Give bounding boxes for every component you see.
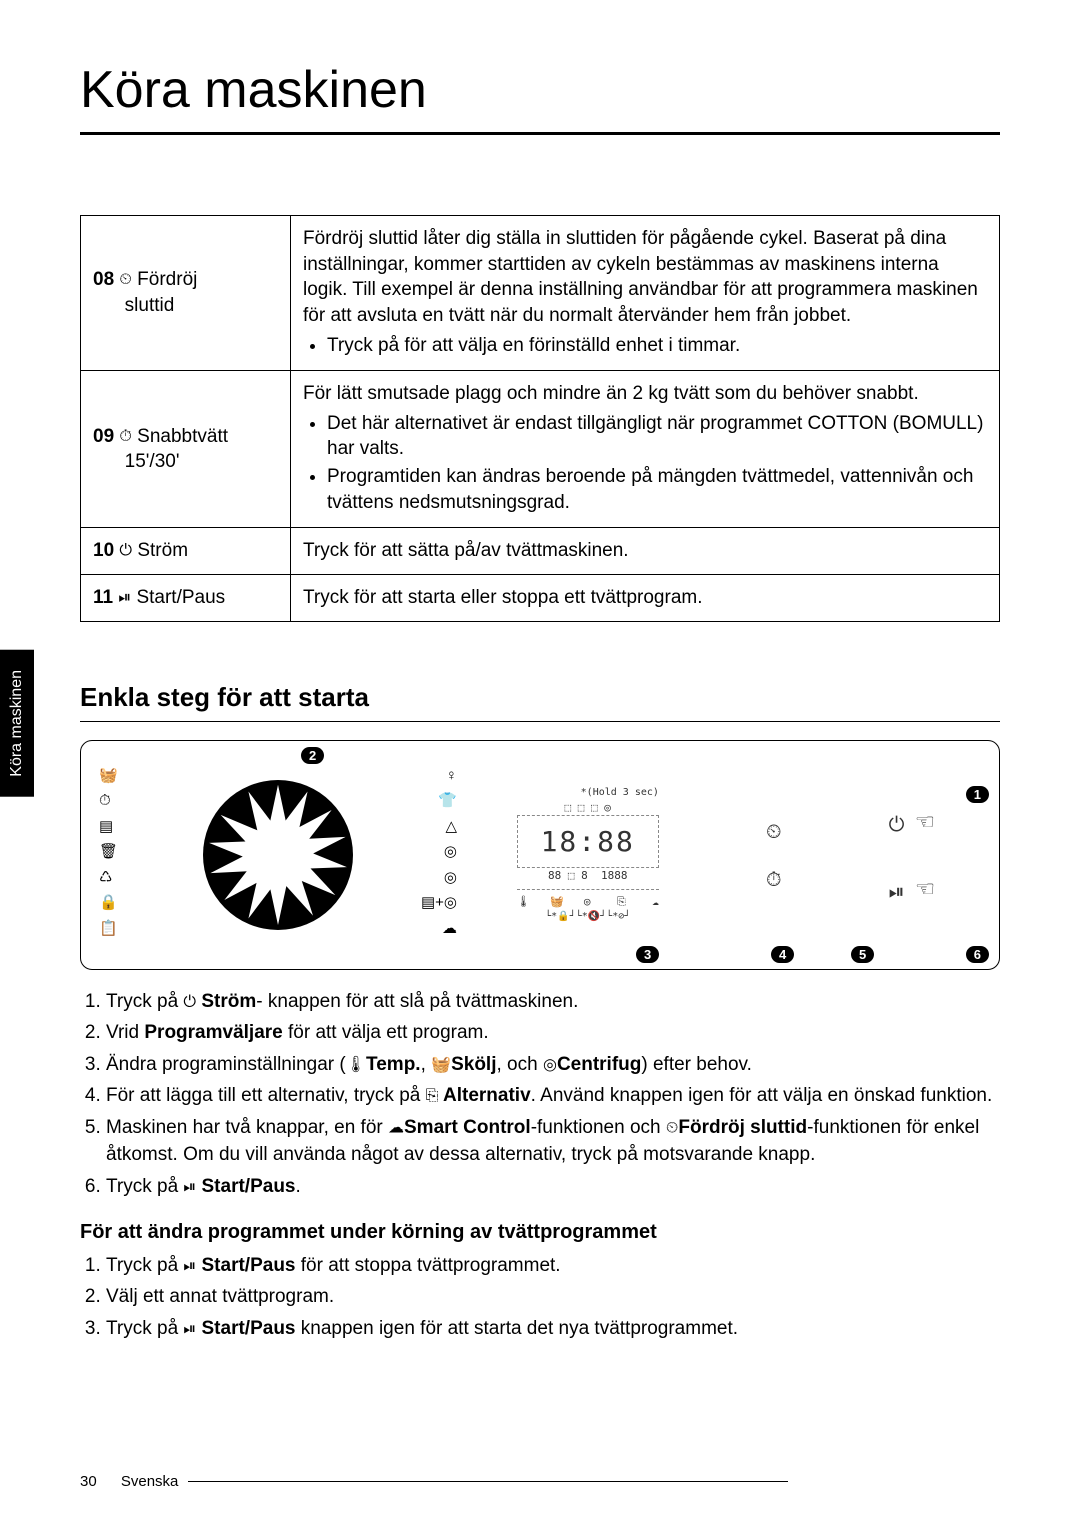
control-desc: Tryck för att starta eller stoppa ett tv… [291,575,1000,622]
sub-heading: För att ändra programmet under körning a… [80,1221,1000,1244]
step-item: Vrid Programväljare för att välja ett pr… [106,1019,1000,1047]
control-label: 11 ⏯ Start/Paus [81,575,291,622]
program-dial [203,780,353,930]
step-item: Tryck på ⏯ Start/Paus. [106,1173,1000,1201]
control-label: 08 ⏲ Fördröj sluttid [81,216,291,371]
section-rule [80,721,1000,722]
side-tab: Köra maskinen [0,650,34,797]
step-item: Välj ett annat tvättprogram. [106,1283,1000,1311]
step-item: Ändra programinställningar (🌡Temp., 🧺Skö… [106,1051,1000,1079]
title-rule [80,132,1000,135]
marker-4: 4 [771,946,794,963]
control-desc: För lätt smutsade plagg och mindre än 2 … [291,371,1000,528]
sub-steps-list: Tryck på ⏯ Start/Paus för att stoppa tvä… [80,1252,1000,1343]
marker-6: 6 [966,946,989,963]
control-panel-diagram: 🧺⏱▤🗑♺🔒📋 ♀👕△◎◎▤+◎☁ *(Hold 3 sec) ⬚ ⬚ ⬚ ◎ … [80,740,1000,970]
step-item: Tryck på ⏻ Ström- knappen för att slå på… [106,988,1000,1016]
dial-left-icons: 🧺⏱▤🗑♺🔒📋 [99,763,118,942]
marker-2: 2 [301,747,324,764]
control-label: 09 ⏱ Snabbtvätt 15'/30' [81,371,291,528]
startpause-icon: ⏯ ☜ [889,872,934,905]
control-label: 10 ⏻ Ström [81,528,291,575]
marker-1: 1 [966,786,989,803]
section-heading: Enkla steg för att starta [80,682,1000,713]
power-icon: ⏻ ☜ [889,805,934,838]
step-item: Maskinen har två knappar, en för ☁Smart … [106,1114,1000,1169]
controls-table: 08 ⏲ Fördröj sluttidFördröj sluttid låte… [80,215,1000,622]
page-footer: 30 Svenska [80,1473,788,1490]
display-cluster: *(Hold 3 sec) ⬚ ⬚ ⬚ ◎ 18:88 88 ⬚ 8 1888 … [517,786,659,924]
step-item: Tryck på ⏯ Start/Paus knappen igen för a… [106,1315,1000,1343]
page-title: Köra maskinen [80,60,1000,120]
delay-icon: ⏲⏱ [766,819,782,891]
step-item: Tryck på ⏯ Start/Paus för att stoppa tvä… [106,1252,1000,1280]
steps-list: Tryck på ⏻ Ström- knappen för att slå på… [80,988,1000,1201]
page-lang: Svenska [121,1473,179,1490]
marker-5: 5 [851,946,874,963]
control-desc: Tryck för att sätta på/av tvättmaskinen. [291,528,1000,575]
control-desc: Fördröj sluttid låter dig ställa in slut… [291,216,1000,371]
marker-3: 3 [636,946,659,963]
dial-right-icons: ♀👕△◎◎▤+◎☁ [421,763,457,942]
step-item: För att lägga till ett alternativ, tryck… [106,1082,1000,1110]
page-number: 30 [80,1473,97,1490]
